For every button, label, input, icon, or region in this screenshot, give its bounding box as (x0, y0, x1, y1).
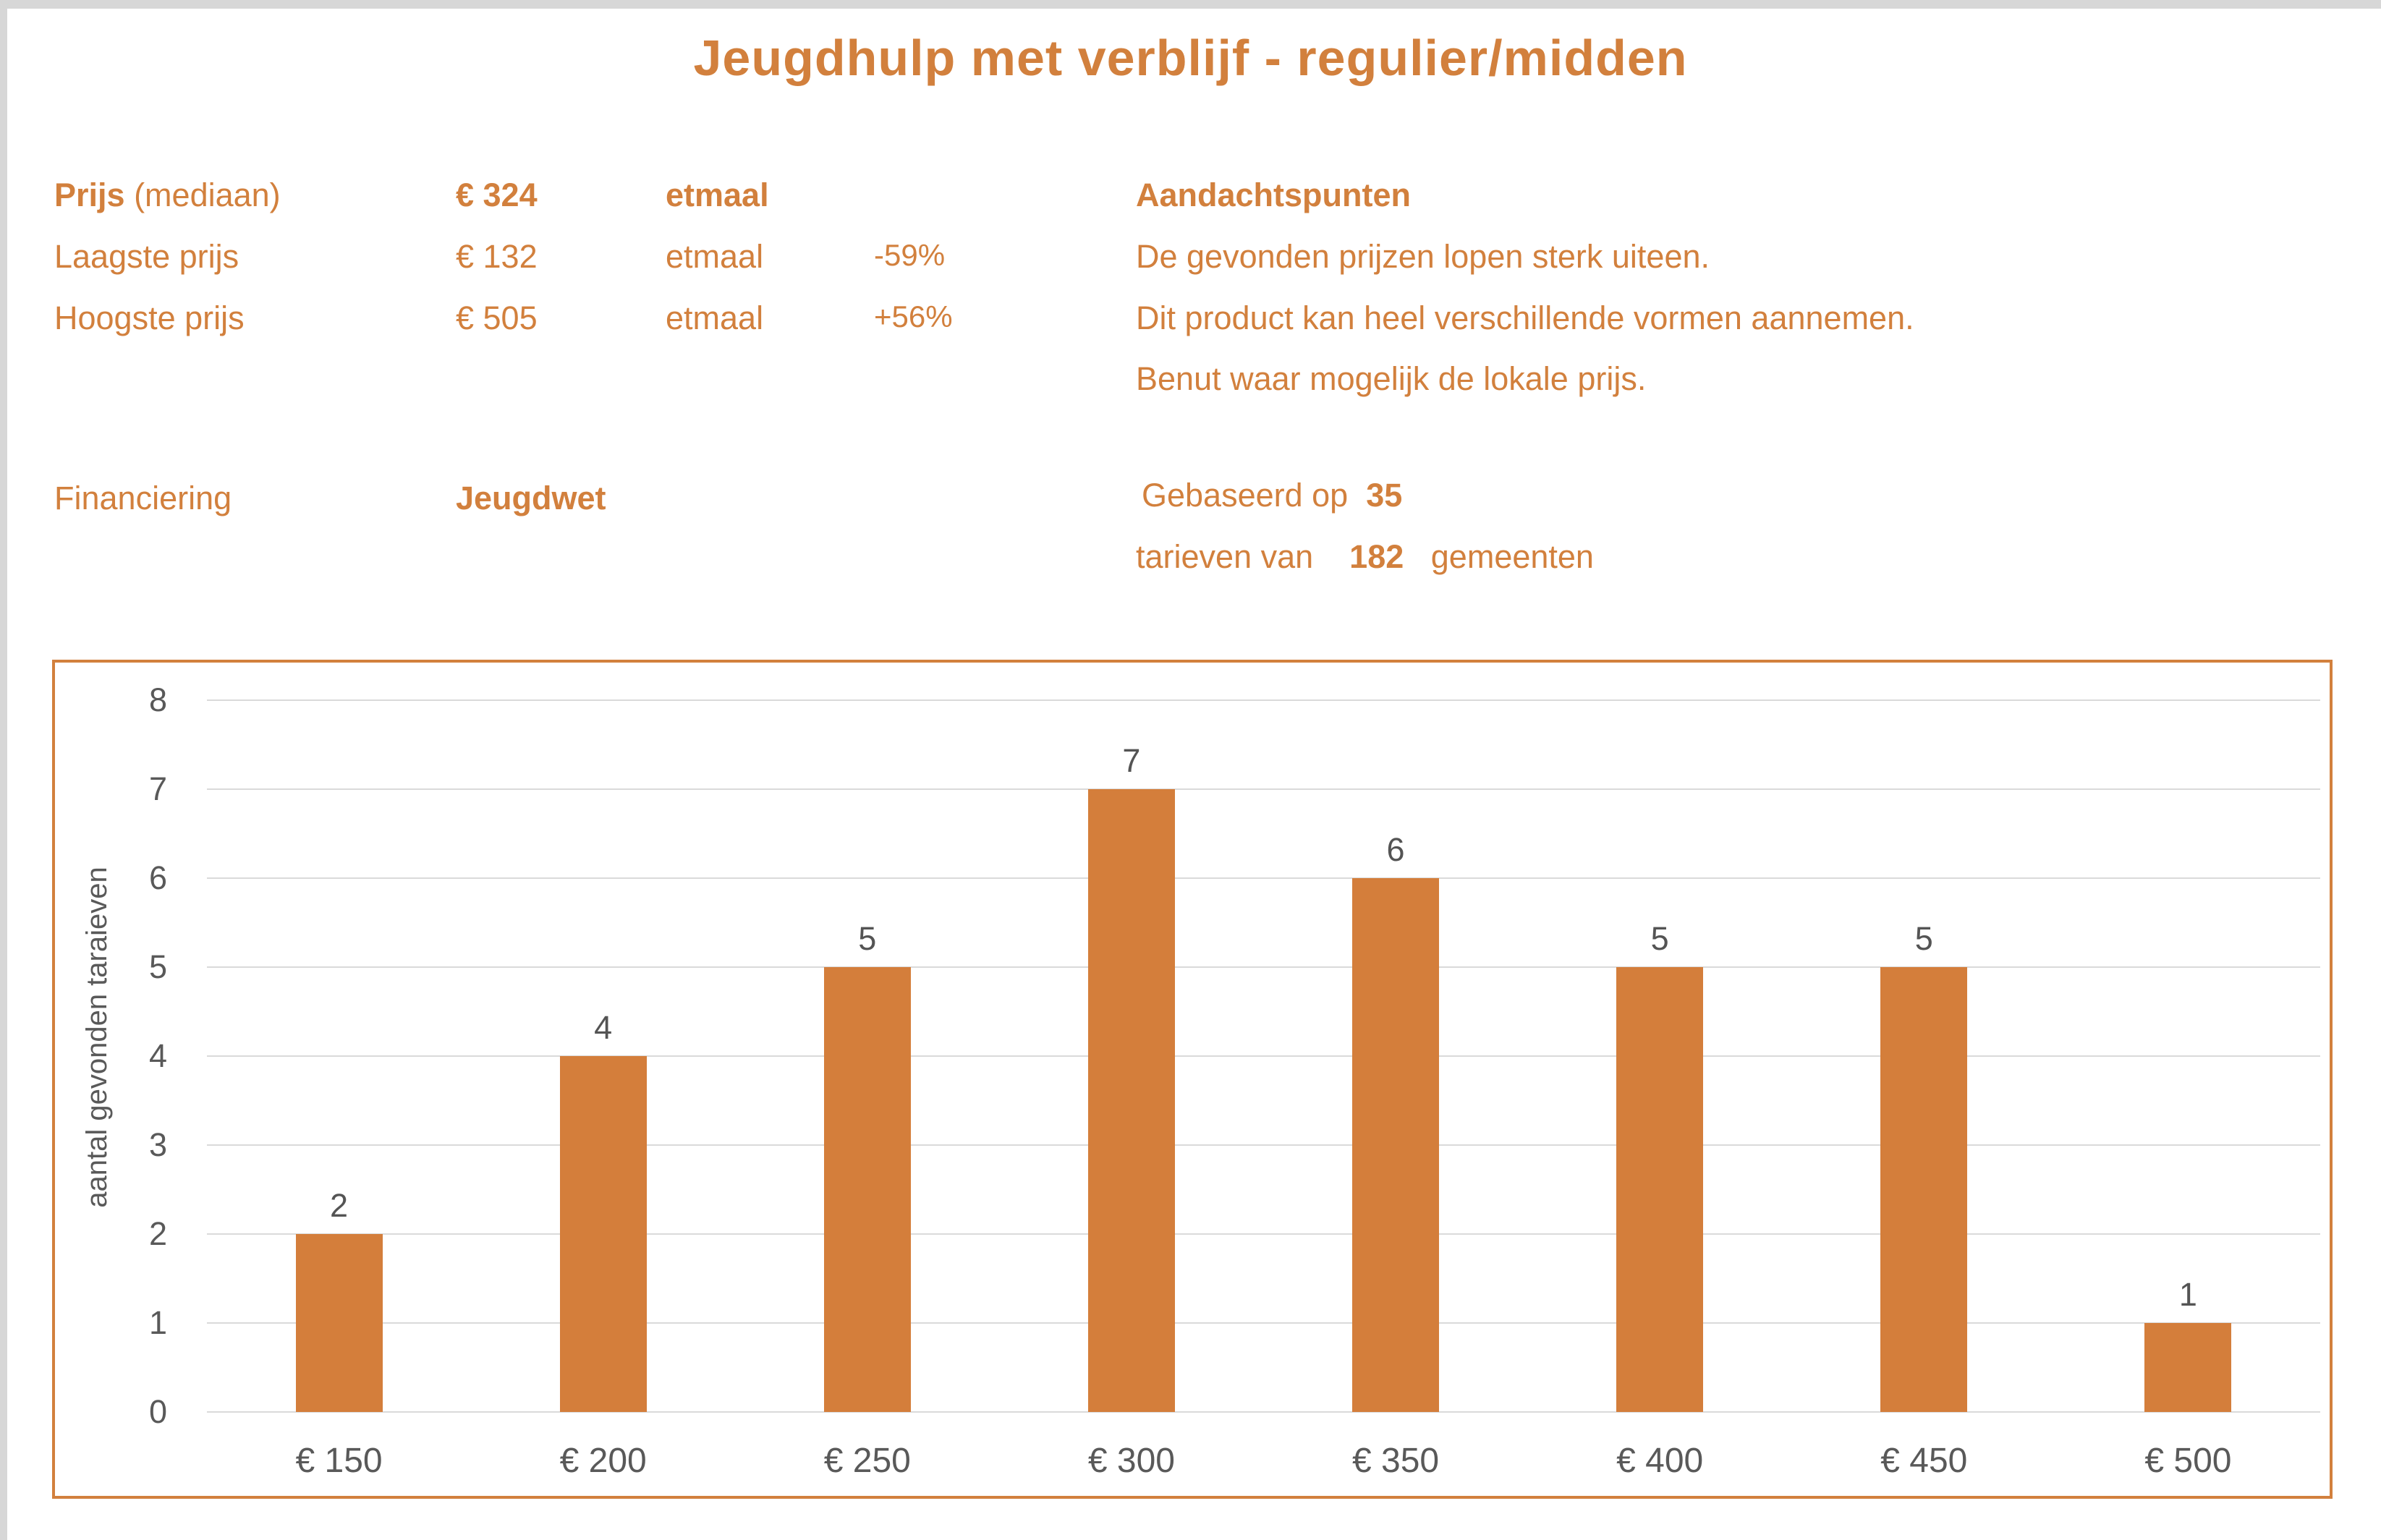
gridline-y-5 (207, 966, 2320, 968)
price-median-value: € 324 (456, 176, 538, 213)
price-median-unit: etmaal (666, 176, 769, 213)
y-tick-label-6: 6 (148, 859, 167, 896)
basis-count-municipalities: 182 (1349, 538, 1404, 575)
financing-value: Jeugdwet (456, 480, 606, 516)
page-title: Jeugdhulp met verblijf - regulier/midden (0, 29, 2381, 87)
gridline-y-0 (207, 1411, 2320, 1413)
gridline-y-2 (207, 1233, 2320, 1235)
x-tick-label-€ 450: € 450 (1880, 1442, 1968, 1480)
basis-line-2: tarieven van 182 gemeenten (1136, 537, 1594, 577)
basis-line-1: Gebaseerd op 35 (1142, 476, 1402, 515)
bar-value-label-€ 150: 2 (330, 1187, 349, 1224)
x-tick-label-€ 350: € 350 (1352, 1442, 1440, 1480)
y-tick-label-3: 3 (148, 1126, 167, 1163)
bar-value-label-€ 300: 7 (1122, 742, 1141, 779)
basis-line1-prefix: Gebaseerd op (1142, 477, 1349, 514)
lowest-price-unit: etmaal (666, 238, 764, 275)
bar-value-label-€ 350: 6 (1386, 831, 1405, 868)
bar-value-label-€ 200: 4 (594, 1009, 613, 1046)
highest-price-value: € 505 (456, 299, 538, 336)
bar-value-label-€ 450: 5 (1914, 920, 1933, 957)
attention-line-2: Dit product kan heel verschillende vorme… (1136, 299, 1914, 336)
price-label-rest: (mediaan) (124, 176, 281, 213)
bar-value-label-€ 400: 5 (1650, 920, 1669, 957)
x-tick-label-€ 300: € 300 (1087, 1442, 1175, 1480)
y-tick-label-2: 2 (148, 1215, 167, 1252)
bar-chart-plot-area: 0 1 2 3 4 5 6 7 8 2 € 150 4 € 200 5 € 250 7 € 300 6 € 350 5… (55, 663, 2330, 1496)
price-label-bold: Prijs (54, 176, 125, 213)
y-tick-label-1: 1 (148, 1304, 167, 1341)
gridline-y-4 (207, 1055, 2320, 1057)
bar-€ 150 (295, 1234, 383, 1412)
bar-€ 350 (1352, 878, 1440, 1412)
page-edge-top (0, 0, 2381, 9)
x-tick-label-€ 250: € 250 (823, 1442, 911, 1480)
page-edge-left (0, 0, 7, 1540)
lowest-price-value: € 132 (456, 238, 538, 275)
x-tick-label-€ 400: € 400 (1616, 1442, 1704, 1480)
page-title-text: Jeugdhulp met verblijf - regulier/midden (693, 30, 1688, 86)
x-tick-label-€ 150: € 150 (295, 1442, 383, 1480)
bar-€ 450 (1880, 967, 1968, 1412)
bar-chart-frame: aantal gevonden taraieven 0 1 2 3 4 5 6 7 8 2 € 15… (52, 660, 2333, 1499)
x-tick-label-€ 200: € 200 (559, 1442, 647, 1480)
y-tick-label-0: 0 (148, 1393, 167, 1430)
bar-€ 250 (823, 967, 911, 1412)
x-tick-label-€ 500: € 500 (2144, 1442, 2232, 1480)
lowest-price-label: Laagste prijs (54, 238, 239, 275)
bar-€ 200 (559, 1056, 647, 1412)
basis-count-tariffs: 35 (1366, 477, 1403, 514)
basis-line2-suffix: gemeenten (1430, 538, 1594, 575)
highest-price-unit: etmaal (666, 299, 764, 336)
gridline-y-3 (207, 1144, 2320, 1146)
y-tick-label-5: 5 (148, 948, 167, 985)
bar-€ 400 (1616, 967, 1704, 1412)
y-tick-label-8: 8 (148, 681, 167, 718)
bar-€ 500 (2144, 1323, 2232, 1412)
price-median-label: Prijs (mediaan) (54, 176, 281, 215)
lowest-price-delta: -59% (874, 238, 946, 272)
highest-price-label: Hoogste prijs (54, 299, 245, 336)
bar-value-label-€ 500: 1 (2178, 1276, 2197, 1313)
financing-label: Financiering (54, 480, 232, 516)
gridline-y-7 (207, 788, 2320, 790)
basis-line2-prefix: tarieven van (1136, 538, 1314, 575)
attention-line-3: Benut waar mogelijk de lokale prijs. (1136, 360, 1647, 397)
bar-value-label-€ 250: 5 (858, 920, 877, 957)
highest-price-delta: +56% (874, 299, 953, 333)
bar-€ 300 (1087, 789, 1175, 1412)
gridline-y-1 (207, 1322, 2320, 1324)
y-tick-label-7: 7 (148, 770, 167, 807)
gridline-y-6 (207, 877, 2320, 879)
attention-title: Aandachtspunten (1136, 176, 1412, 213)
attention-line-1: De gevonden prijzen lopen sterk uiteen. (1136, 238, 1710, 275)
y-tick-label-4: 4 (148, 1037, 167, 1074)
gridline-y-8 (207, 699, 2320, 701)
